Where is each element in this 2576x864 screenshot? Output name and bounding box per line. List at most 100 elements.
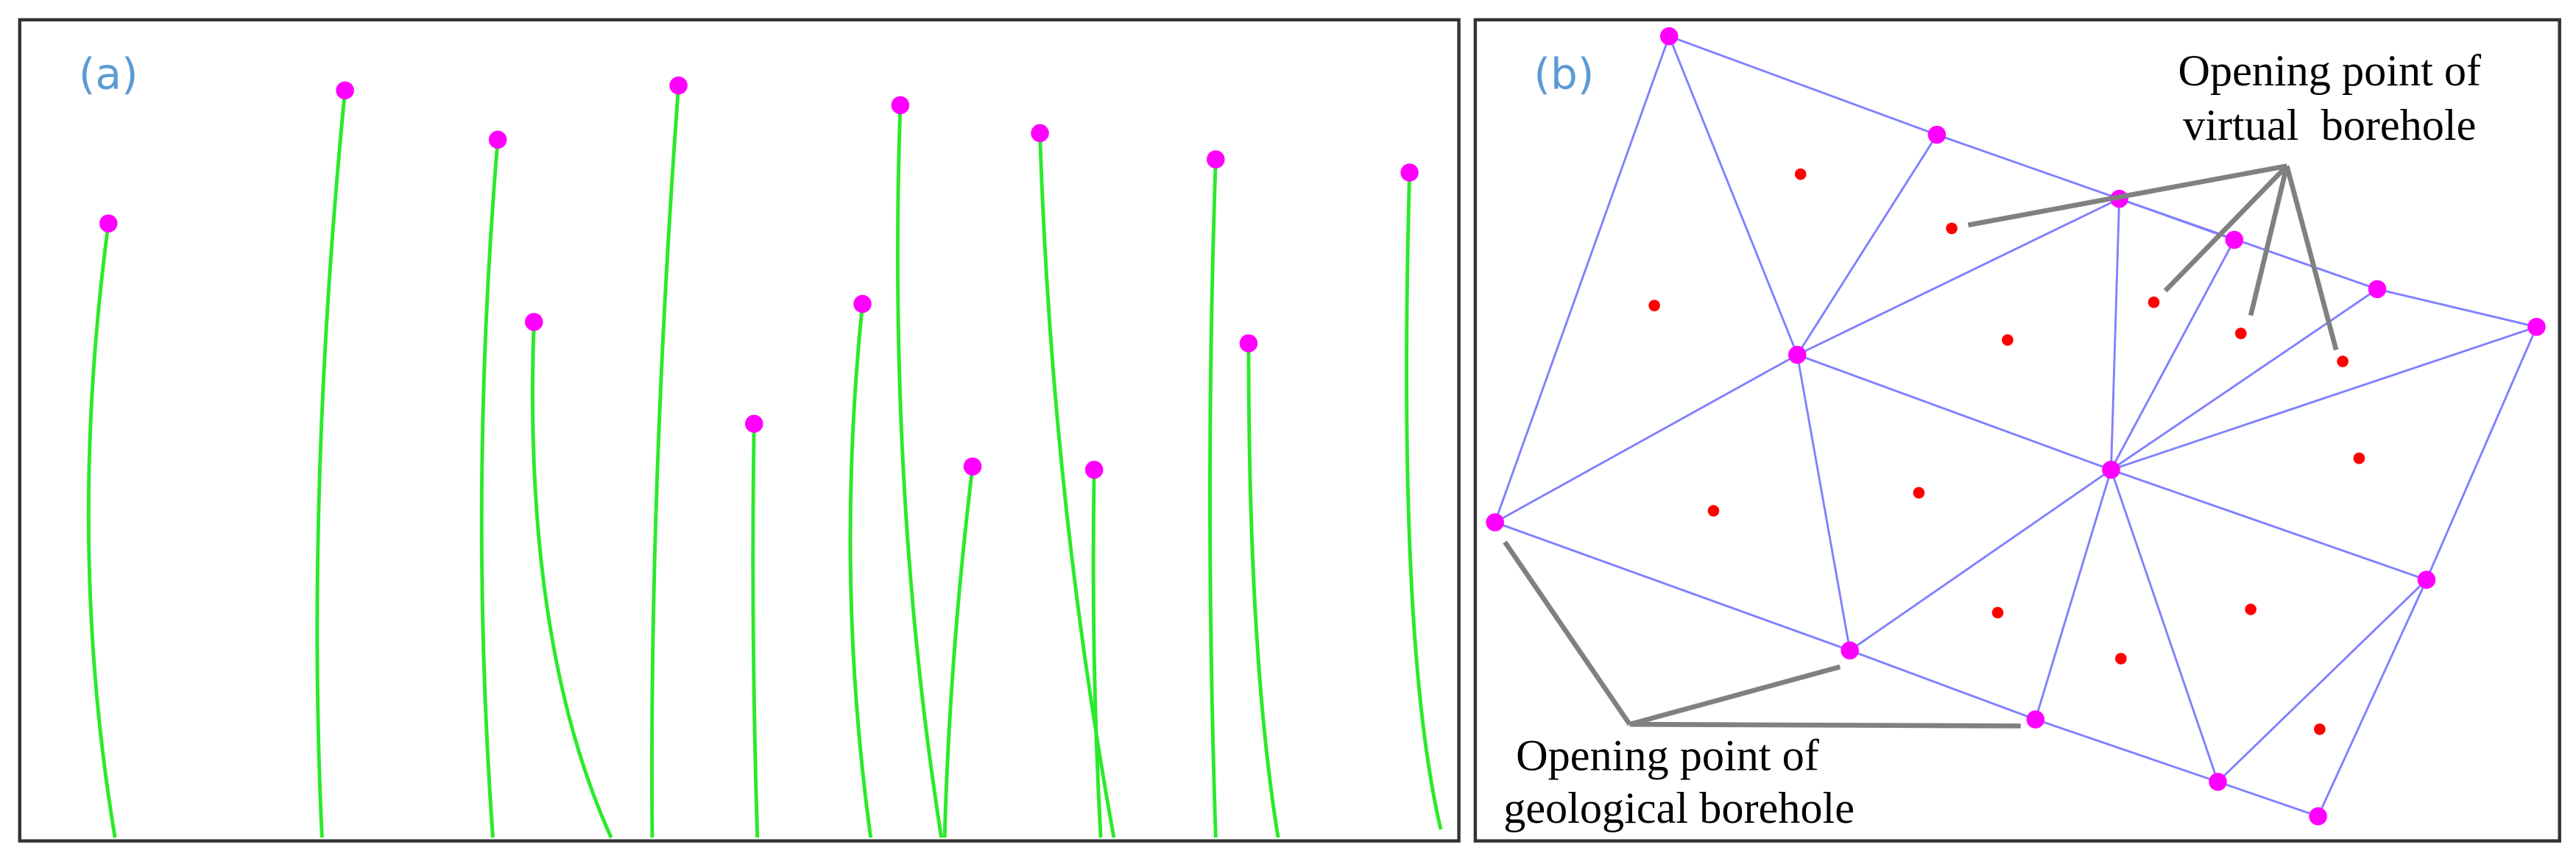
mesh-edge — [2034, 469, 2112, 720]
geological-point — [2026, 710, 2045, 729]
geological-point — [1788, 345, 1807, 364]
virtual-point — [1946, 222, 1958, 235]
borehole-path — [479, 139, 500, 838]
virtual-point — [1913, 486, 1925, 499]
borehole-path — [848, 303, 873, 838]
borehole-tops — [99, 76, 1419, 479]
mesh-edge — [1796, 353, 2111, 471]
mesh-edge — [1668, 35, 1799, 355]
borehole-path — [1091, 470, 1103, 838]
geological-point — [1841, 641, 1859, 660]
borehole-path — [315, 90, 347, 838]
leader-line — [1503, 540, 1632, 726]
virtual-point — [1991, 606, 2004, 619]
triangulation — [1494, 35, 2538, 818]
leader-line — [1967, 163, 2287, 228]
mesh-edge — [1796, 134, 1938, 355]
leader-lines — [1503, 163, 2339, 729]
virtual-point — [2115, 653, 2127, 665]
virtual-points — [1648, 168, 2365, 735]
geological-point — [1659, 26, 1679, 46]
geological-points — [1486, 26, 2546, 826]
borehole-top — [669, 76, 688, 95]
borehole-top — [1031, 124, 1049, 143]
leader-line — [2163, 164, 2289, 293]
mesh-edge — [1936, 133, 2120, 200]
leader-line — [1629, 721, 2021, 729]
mesh-edge — [2111, 468, 2427, 581]
boreholes — [86, 85, 1443, 839]
borehole-top — [853, 294, 872, 314]
mesh-edge — [2111, 325, 2537, 471]
mesh-edge — [2035, 718, 2219, 783]
borehole-path — [895, 105, 944, 838]
annotation: Opening point of — [2178, 46, 2482, 96]
panel-b-frame — [1473, 18, 2561, 843]
geological-point — [2417, 570, 2436, 589]
virtual-point — [2245, 603, 2256, 615]
virtual-point — [1794, 168, 1807, 180]
borehole-path — [1405, 172, 1443, 830]
geological-point — [1486, 513, 1504, 532]
geological-point — [2309, 807, 2327, 826]
borehole-top — [99, 214, 118, 233]
mesh-edge — [2376, 288, 2537, 328]
geological-point — [1927, 125, 1947, 144]
borehole-path — [751, 423, 760, 838]
mesh-edge — [2110, 199, 2121, 470]
borehole-top — [744, 414, 763, 433]
mesh-edge — [1796, 197, 2120, 356]
virtual-point — [2337, 355, 2349, 367]
borehole-path — [1208, 159, 1218, 838]
virtual-point — [2314, 723, 2326, 735]
mesh-edge — [1849, 649, 2036, 720]
mesh-edge — [2217, 780, 2319, 818]
mesh-edge — [2110, 288, 2378, 471]
mesh-edge — [2425, 326, 2538, 581]
annotation: virtual borehole — [2183, 101, 2476, 150]
mesh-edge — [1796, 354, 1852, 651]
mesh-edge — [1494, 35, 1670, 523]
borehole-top — [1084, 461, 1104, 479]
mesh-edge — [2119, 197, 2235, 241]
geological-point — [2209, 773, 2227, 791]
mesh-edge — [1668, 35, 1938, 136]
mesh-edge — [1495, 521, 1851, 652]
annotation: geological borehole — [1503, 784, 1855, 833]
mesh-edge — [1849, 469, 2112, 651]
geological-point — [2527, 317, 2546, 336]
virtual-point — [2002, 334, 2014, 346]
leader-line — [1628, 664, 1841, 727]
geological-point — [2368, 280, 2387, 299]
virtual-point — [2234, 327, 2247, 339]
borehole-top — [336, 81, 354, 100]
virtual-point — [1707, 505, 1720, 517]
leader-line — [2248, 165, 2290, 316]
mesh-edge — [1494, 353, 1798, 524]
mesh-edge — [2317, 579, 2428, 817]
mesh-edge — [2110, 239, 2236, 471]
borehole-top — [1400, 163, 1419, 182]
geological-point — [2102, 461, 2120, 479]
borehole-top — [1207, 150, 1225, 169]
mesh-edge — [2217, 578, 2427, 783]
leader-line — [2284, 165, 2339, 351]
geological-point — [2225, 230, 2244, 249]
mesh-edge — [2110, 469, 2219, 782]
borehole-path — [942, 466, 975, 838]
virtual-point — [2148, 296, 2160, 308]
virtual-point — [2353, 452, 2365, 464]
borehole-path — [530, 322, 613, 839]
borehole-top — [524, 313, 543, 331]
annotation: Opening point of — [1516, 732, 1820, 781]
panel-label: (a) — [79, 49, 138, 99]
borehole-top — [963, 457, 982, 476]
borehole-top — [1239, 334, 1258, 353]
borehole-top — [488, 130, 507, 149]
virtual-point — [1648, 300, 1660, 311]
borehole-path — [86, 223, 117, 838]
borehole-path — [1246, 343, 1280, 838]
panel-label: (b) — [1534, 49, 1594, 99]
borehole-path — [650, 85, 681, 838]
